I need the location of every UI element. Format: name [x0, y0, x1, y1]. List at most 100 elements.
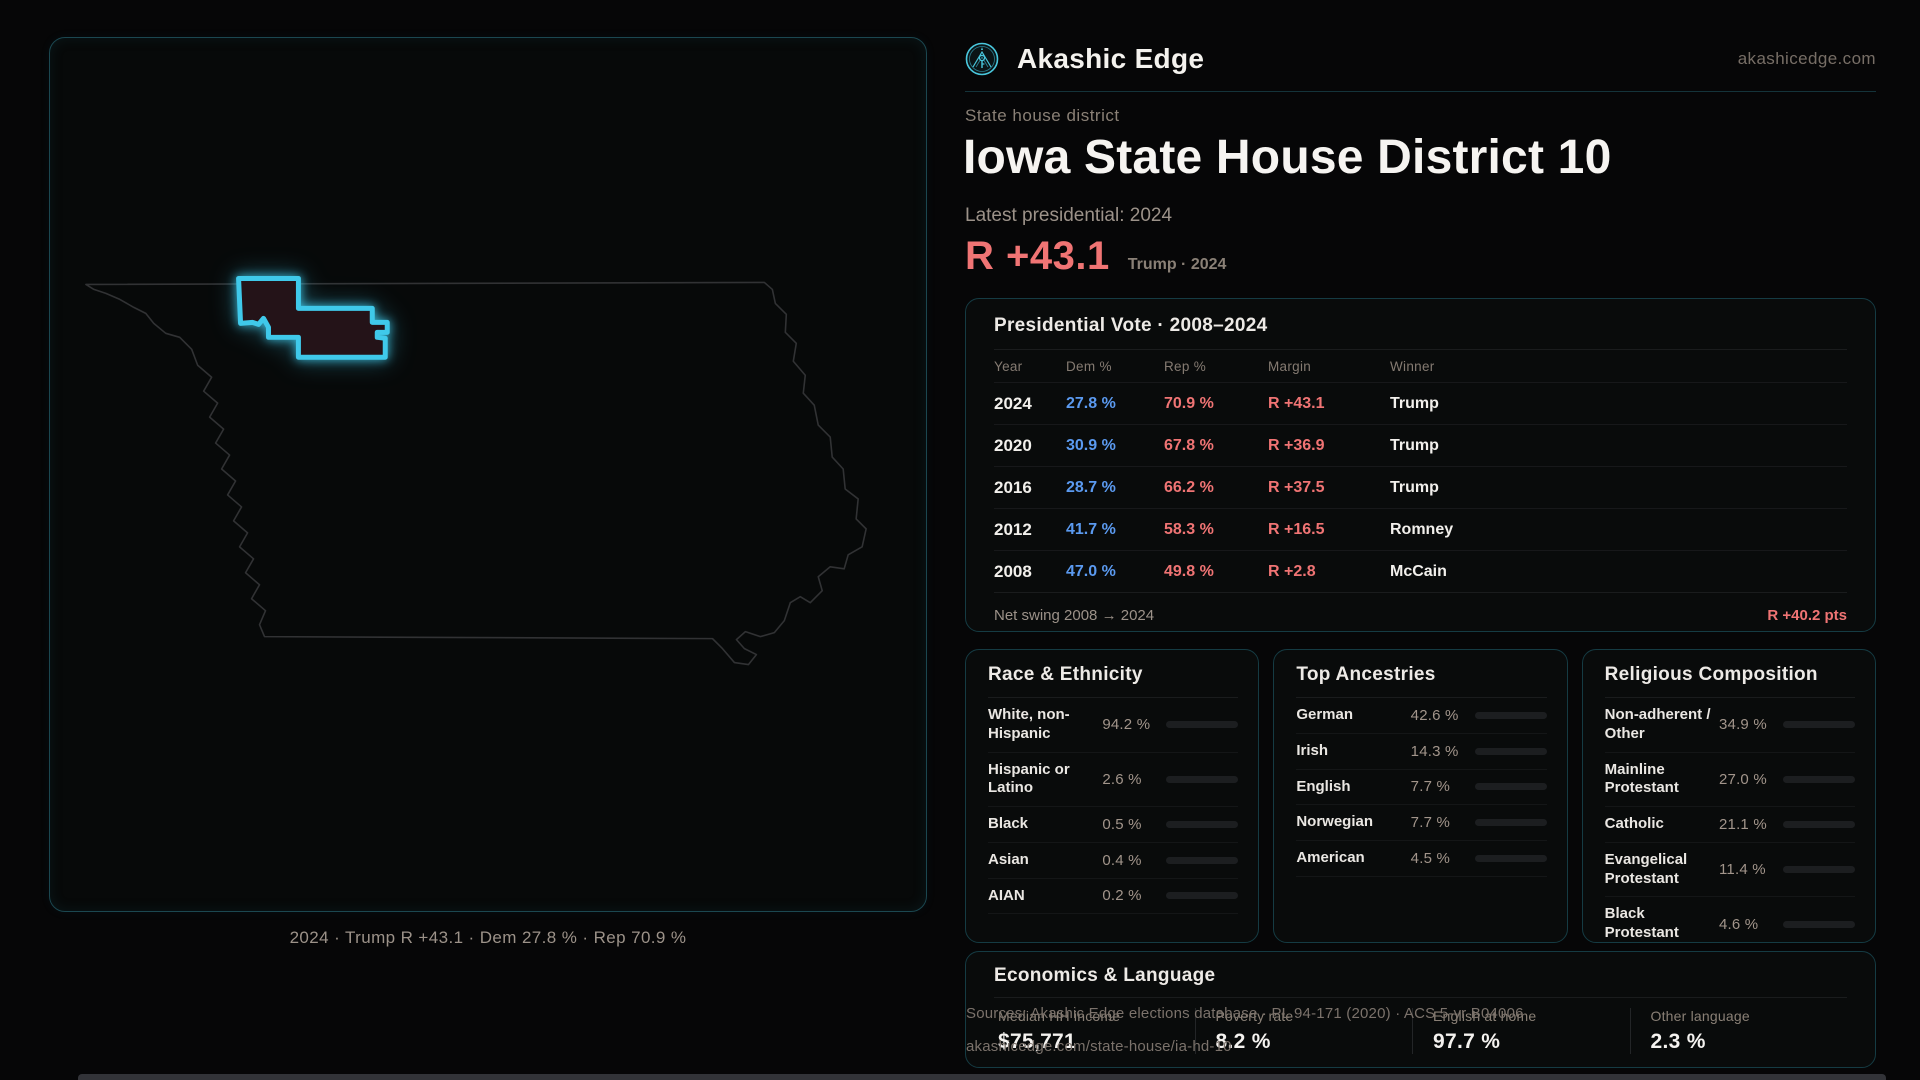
page-title: Iowa State House District 10	[963, 131, 1612, 184]
stat-bar	[1782, 721, 1855, 729]
table-row[interactable]: 2008 47.0 % 49.8 % R +2.8 McCain	[994, 550, 1847, 592]
stat-value: 0.4 %	[1102, 851, 1142, 869]
demographics-row: Race & Ethnicity White, non-Hispanic 94.2…	[965, 649, 1876, 943]
stat-label: White, non-Hispanic	[988, 706, 1070, 742]
table-row[interactable]: 2024 27.8 % 70.9 % R +43.1 Trump	[994, 382, 1847, 424]
divider	[994, 349, 1847, 350]
stat-value: 27.0 %	[1718, 770, 1767, 788]
list-item[interactable]: Mainline Protestant 27.0 %	[1604, 753, 1855, 807]
list-item[interactable]: Asian 0.4 %	[988, 843, 1239, 879]
stat-bar	[1782, 820, 1855, 828]
divider	[1604, 697, 1855, 698]
stat-value: 42.6 %	[1410, 706, 1459, 724]
list-item[interactable]: Norwegian 7.7 %	[1296, 805, 1547, 841]
stat-value: 11.4 %	[1718, 861, 1766, 878]
headline-margin-context: Trump · 2024	[1127, 256, 1227, 273]
winner-cell: Trump	[1390, 394, 1439, 412]
year-cell: 2008	[994, 561, 1032, 581]
stat-label: Non-adherent / Other	[1604, 706, 1711, 742]
column-header: Winner	[1390, 359, 1435, 374]
list-item[interactable]: Black 0.5 %	[988, 807, 1239, 843]
list-item[interactable]: Black Protestant 4.6 %	[1604, 897, 1855, 942]
list-item[interactable]: AIAN 0.2 %	[988, 879, 1239, 915]
rep-cell: 67.8 %	[1164, 436, 1214, 454]
stat-label: Mainline Protestant	[1604, 760, 1679, 797]
rep-cell: 58.3 %	[1164, 520, 1214, 538]
stat-label: Irish	[1296, 741, 1329, 759]
list-item[interactable]: White, non-Hispanic 94.2 %	[988, 698, 1239, 753]
economics-language-panel: Economics & Language Median HH income $75…	[965, 951, 1876, 1068]
list-item[interactable]: Non-adherent / Other 34.9 %	[1604, 698, 1855, 753]
stat-label: AIAN	[988, 886, 1025, 904]
stat-bar	[1782, 920, 1855, 928]
list-item[interactable]: English 7.7 %	[1296, 770, 1547, 806]
net-swing-label: Net swing 2008 → 2024	[994, 607, 1155, 624]
religious-composition-list: Non-adherent / Other 34.9 % Mainline Prote…	[1604, 698, 1855, 942]
net-swing-value: R +40.2 pts	[1767, 607, 1847, 624]
list-item[interactable]: Hispanic or Latino 2.6 %	[988, 753, 1239, 807]
economic-stat: English at home 97.7 %	[1412, 1008, 1630, 1054]
brand-domain-link[interactable]: akashicedge.com	[1737, 49, 1876, 68]
district-10-shape[interactable]	[236, 275, 390, 360]
race-ethnicity-panel: Race & Ethnicity White, non-Hispanic 94.2…	[965, 649, 1260, 943]
stat-bar	[1474, 854, 1547, 862]
list-item[interactable]: German 42.6 %	[1296, 698, 1547, 734]
stat-bar	[1782, 775, 1855, 783]
stat-value: 7.7 %	[1410, 778, 1451, 796]
table-row[interactable]: 2020 30.9 % 67.8 % R +36.9 Trump	[994, 424, 1847, 466]
stat-value: 94.2 %	[1102, 716, 1151, 734]
stat-bar	[1166, 820, 1239, 828]
stat-label: German	[1296, 706, 1354, 723]
list-item[interactable]: American 4.5 %	[1296, 841, 1547, 877]
stat-bar	[1782, 866, 1855, 873]
economic-stat: Other language 2.3 %	[1629, 1008, 1848, 1054]
stat-bar	[1166, 775, 1239, 783]
divider	[994, 997, 1847, 998]
stat-value: 0.5 %	[1102, 815, 1142, 833]
dem-cell: 41.7 %	[1066, 520, 1116, 538]
winner-cell: Romney	[1390, 520, 1454, 538]
stat-value: 4.6 %	[1718, 915, 1759, 933]
religious-composition-panel: Religious Composition Non-adherent / Oth…	[1581, 649, 1876, 943]
dem-cell: 47.0 %	[1066, 562, 1116, 580]
dem-cell: 27.8 %	[1066, 394, 1116, 412]
table-row[interactable]: 2012 41.7 % 58.3 % R +16.5 Romney	[994, 508, 1847, 550]
table-row[interactable]: 2016 28.7 % 66.2 % R +37.5 Trump	[994, 466, 1847, 508]
stat-label: Black Protestant	[1604, 905, 1679, 941]
headline-margin-row: R +43.1 Trump · 2024	[965, 234, 1226, 279]
column-header: Dem %	[1066, 359, 1112, 374]
list-item[interactable]: Evangelical Protestant 11.4 %	[1604, 843, 1855, 898]
margin-cell: R +2.8	[1268, 562, 1316, 580]
margin-cell: R +37.5	[1268, 478, 1325, 496]
year-cell: 2020	[994, 435, 1032, 455]
stat-value: 21.1 %	[1718, 815, 1767, 833]
stat-bar	[1166, 892, 1239, 900]
iowa-state-outline	[85, 281, 867, 666]
economics-stats-row: Median HH income $75,771 Poverty rate 8.2 %…	[994, 1008, 1847, 1054]
district-type-kicker: State house district	[965, 106, 1120, 125]
stat-bar	[1474, 783, 1547, 791]
dem-cell: 28.7 %	[1066, 478, 1116, 496]
district-map-panel	[49, 37, 927, 912]
divider	[1296, 697, 1547, 698]
winner-cell: McCain	[1390, 562, 1447, 580]
iowa-map[interactable]	[50, 38, 926, 911]
stat-bar	[1474, 711, 1547, 719]
economic-stat: Poverty rate 8.2 %	[1194, 1008, 1413, 1054]
map-caption: 2024 · Trump R +43.1 · Dem 27.8 % · Rep …	[289, 928, 687, 947]
stat-value: 0.2 %	[1102, 887, 1142, 905]
list-item[interactable]: Irish 14.3 %	[1296, 734, 1547, 770]
stat-label: Norwegian	[1296, 813, 1374, 831]
dem-cell: 30.9 %	[1066, 436, 1116, 454]
brand-name[interactable]: Akashic Edge	[1017, 43, 1205, 74]
stat-value: $75,771	[998, 1030, 1077, 1053]
stat-bar	[1474, 819, 1547, 827]
year-cell: 2024	[994, 393, 1032, 413]
stat-label: Poverty rate	[1215, 1008, 1294, 1024]
margin-cell: R +36.9	[1268, 436, 1325, 454]
list-item[interactable]: Catholic 21.1 %	[1604, 807, 1855, 843]
stat-value: 4.5 %	[1410, 849, 1451, 867]
presidential-vote-panel: Presidential Vote · 2008–2024 Year Dem % R…	[965, 298, 1876, 632]
winner-cell: Trump	[1390, 436, 1439, 454]
presidential-table-header: Year Dem % Rep % Margin Winner	[994, 350, 1847, 382]
